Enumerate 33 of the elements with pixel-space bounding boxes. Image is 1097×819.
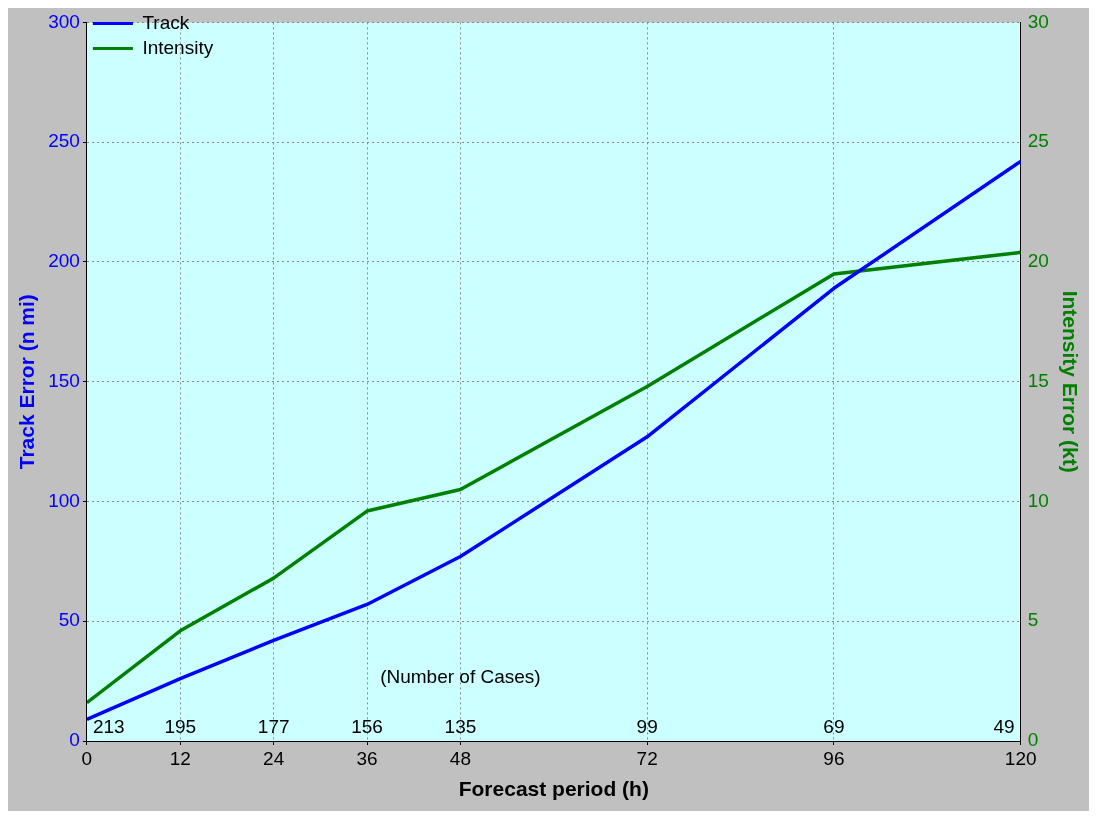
x-tick-label: 96 (823, 747, 845, 769)
annotation: 99 (636, 716, 658, 737)
y2-tick-label: 30 (1027, 10, 1049, 32)
y-tick-label: 250 (48, 130, 80, 152)
annotation: 49 (993, 716, 1015, 737)
y2-tick-label: 20 (1027, 250, 1049, 272)
x-tick-label: 48 (449, 747, 471, 769)
y2-axis-title: Intensity Error (kt) (1058, 290, 1082, 473)
annotation: 156 (351, 716, 383, 737)
annotation: (Number of Cases) (380, 666, 541, 687)
annotation: 69 (823, 716, 845, 737)
y-tick-label: 200 (48, 250, 80, 272)
y-tick-label: 300 (48, 10, 80, 32)
x-axis-title: Forecast period (h) (458, 777, 649, 801)
legend-label: Track (142, 11, 190, 33)
x-tick-label: 36 (356, 747, 378, 769)
y-tick-label: 150 (48, 369, 80, 391)
annotation: 213 (92, 716, 125, 737)
x-tick-label: 12 (169, 747, 191, 769)
y2-tick-label: 5 (1027, 609, 1039, 631)
y-tick-label: 0 (69, 729, 80, 751)
annotation: 177 (257, 716, 290, 737)
annotation: 135 (444, 716, 477, 737)
y-tick-label: 50 (58, 609, 80, 631)
y2-tick-label: 25 (1027, 130, 1049, 152)
annotation: 195 (164, 716, 197, 737)
y2-tick-label: 10 (1027, 489, 1049, 511)
y2-tick-label: 15 (1027, 369, 1049, 391)
x-tick-label: 72 (636, 747, 658, 769)
x-tick-label: 24 (263, 747, 285, 769)
y-axis-title: Track Error (n mi) (15, 294, 39, 470)
legend-label: Intensity (142, 36, 214, 58)
y-tick-label: 100 (48, 489, 80, 511)
